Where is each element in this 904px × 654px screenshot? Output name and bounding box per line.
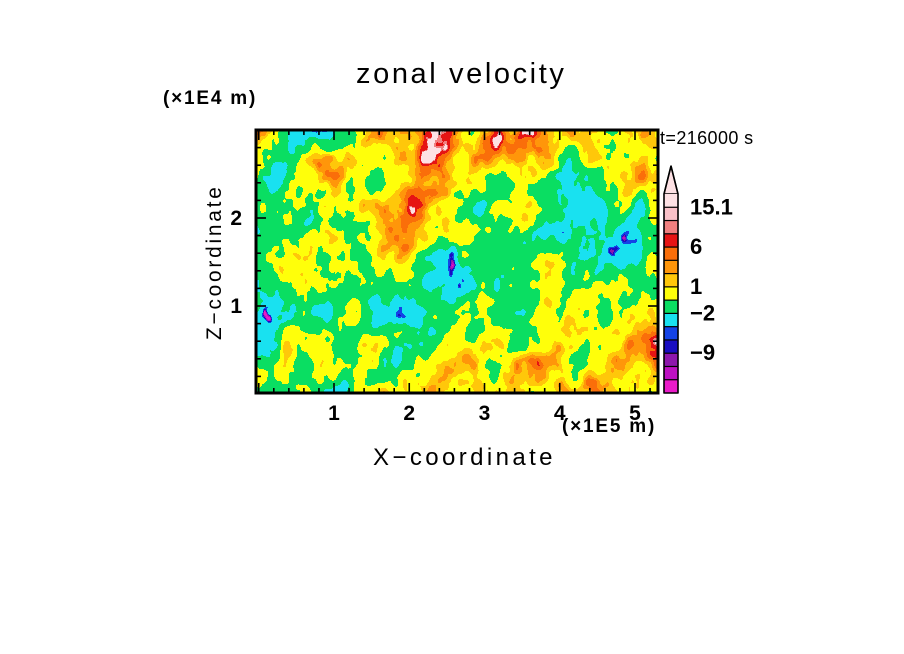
svg-text:2: 2: [230, 207, 242, 230]
svg-text:4: 4: [554, 402, 566, 425]
svg-text:15.1: 15.1: [690, 194, 733, 219]
svg-text:−2: −2: [690, 300, 715, 325]
svg-text:−9: −9: [690, 340, 715, 365]
svg-text:1: 1: [328, 402, 340, 425]
svg-text:6: 6: [690, 234, 702, 259]
svg-text:2: 2: [403, 402, 415, 425]
svg-text:5: 5: [629, 402, 641, 425]
svg-text:1: 1: [230, 295, 242, 318]
svg-text:1: 1: [690, 274, 702, 299]
svg-text:3: 3: [479, 402, 491, 425]
